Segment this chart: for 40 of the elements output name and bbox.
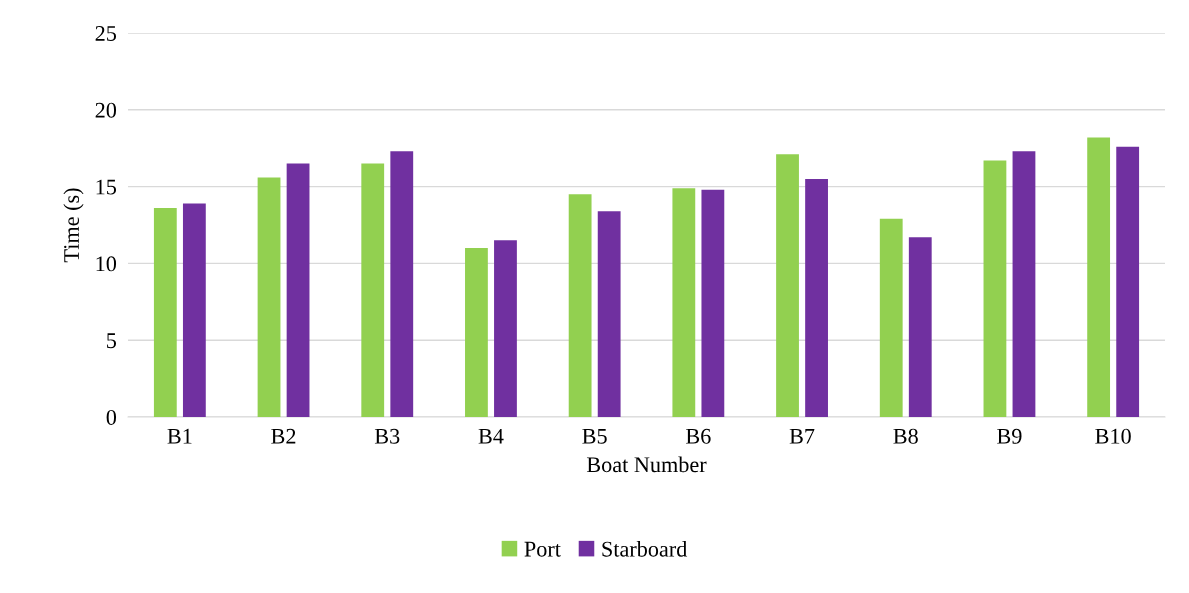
bar [153,208,177,417]
bar [805,178,828,417]
y-axis-title: Time (s) [63,188,84,263]
y-tick-label: 15 [96,179,117,195]
x-tick-label: B6 [686,428,711,444]
bar [1087,137,1111,417]
bar [494,240,517,417]
x-tick-label: B3 [374,428,400,444]
bar [390,151,414,417]
y-tick-label: 10 [96,256,117,272]
y-tick-label: 0 [106,409,117,425]
bar [776,154,799,417]
x-tick-label: B8 [893,428,918,444]
bar [182,203,206,417]
x-tick-label: B4 [478,428,504,444]
bar [1116,146,1140,417]
bar [286,163,310,417]
bar [701,189,725,417]
bar [465,248,488,417]
bar [908,237,932,417]
x-tick-label: B7 [789,428,815,444]
bar [879,218,903,417]
legend-label: Port [524,541,561,557]
bar [672,188,696,417]
legend-label: Starboard [602,540,688,557]
bar [257,177,281,417]
x-axis-title: Boat Number [586,456,707,473]
x-tick-label: B1 [167,428,192,444]
y-tick-label: 25 [95,25,117,41]
bar [568,194,592,417]
x-tick-label: B10 [1095,428,1131,444]
bar [983,160,1007,417]
x-tick-label: B5 [582,428,607,444]
bar [361,163,385,417]
bar [597,211,621,417]
bar [1012,151,1036,417]
x-tick-label: B2 [271,428,296,444]
y-tick-label: 5 [107,333,117,349]
x-tick-label: B9 [997,428,1022,444]
y-tick-label: 20 [95,102,117,118]
